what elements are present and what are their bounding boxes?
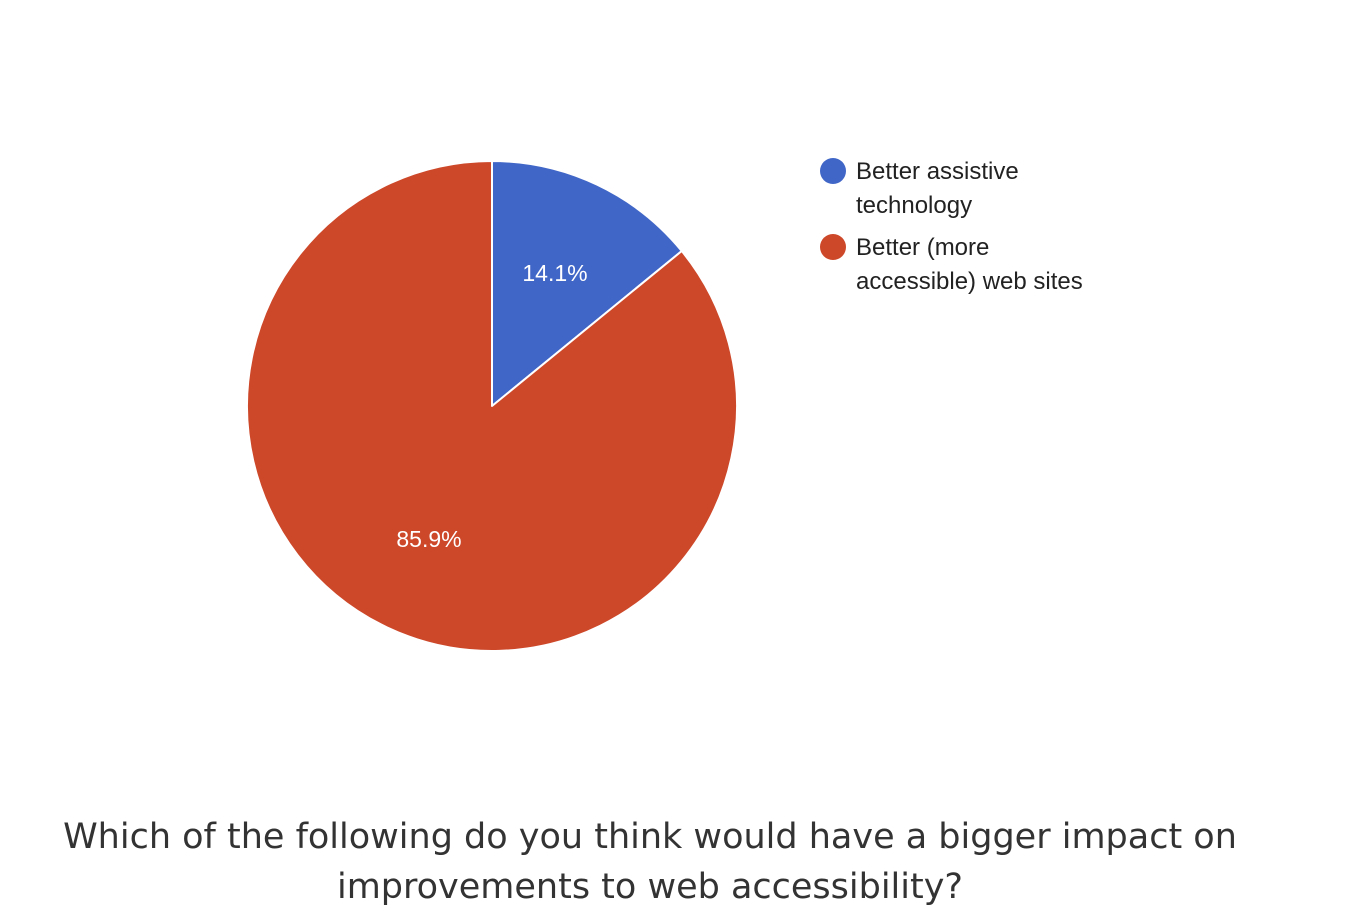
legend: Better assistive technology Better (more ac… (820, 158, 1083, 295)
legend-swatch-2 (820, 234, 846, 260)
pie-slice-1 (491, 160, 683, 407)
legend-swatch-1 (820, 158, 846, 184)
chart-caption: Which of the following do you think woul… (0, 812, 1300, 912)
legend-label-1-line-1: Better assistive (856, 158, 1019, 185)
legend-label-2-line-1: Better (more (856, 234, 989, 261)
pie-slices (246, 160, 738, 652)
caption-line-1: Which of the following do you think woul… (63, 817, 1237, 857)
legend-label-2-line-2: accessible) web sites (856, 268, 1083, 295)
pie-slice-2 (246, 160, 738, 652)
pie-slice-label-2: 85.9% (396, 526, 461, 552)
pie-slice-label-1: 14.1% (522, 260, 587, 286)
legend-label-1-line-2: technology (856, 192, 972, 219)
caption-line-2: improvements to web accessibility? (336, 867, 964, 907)
